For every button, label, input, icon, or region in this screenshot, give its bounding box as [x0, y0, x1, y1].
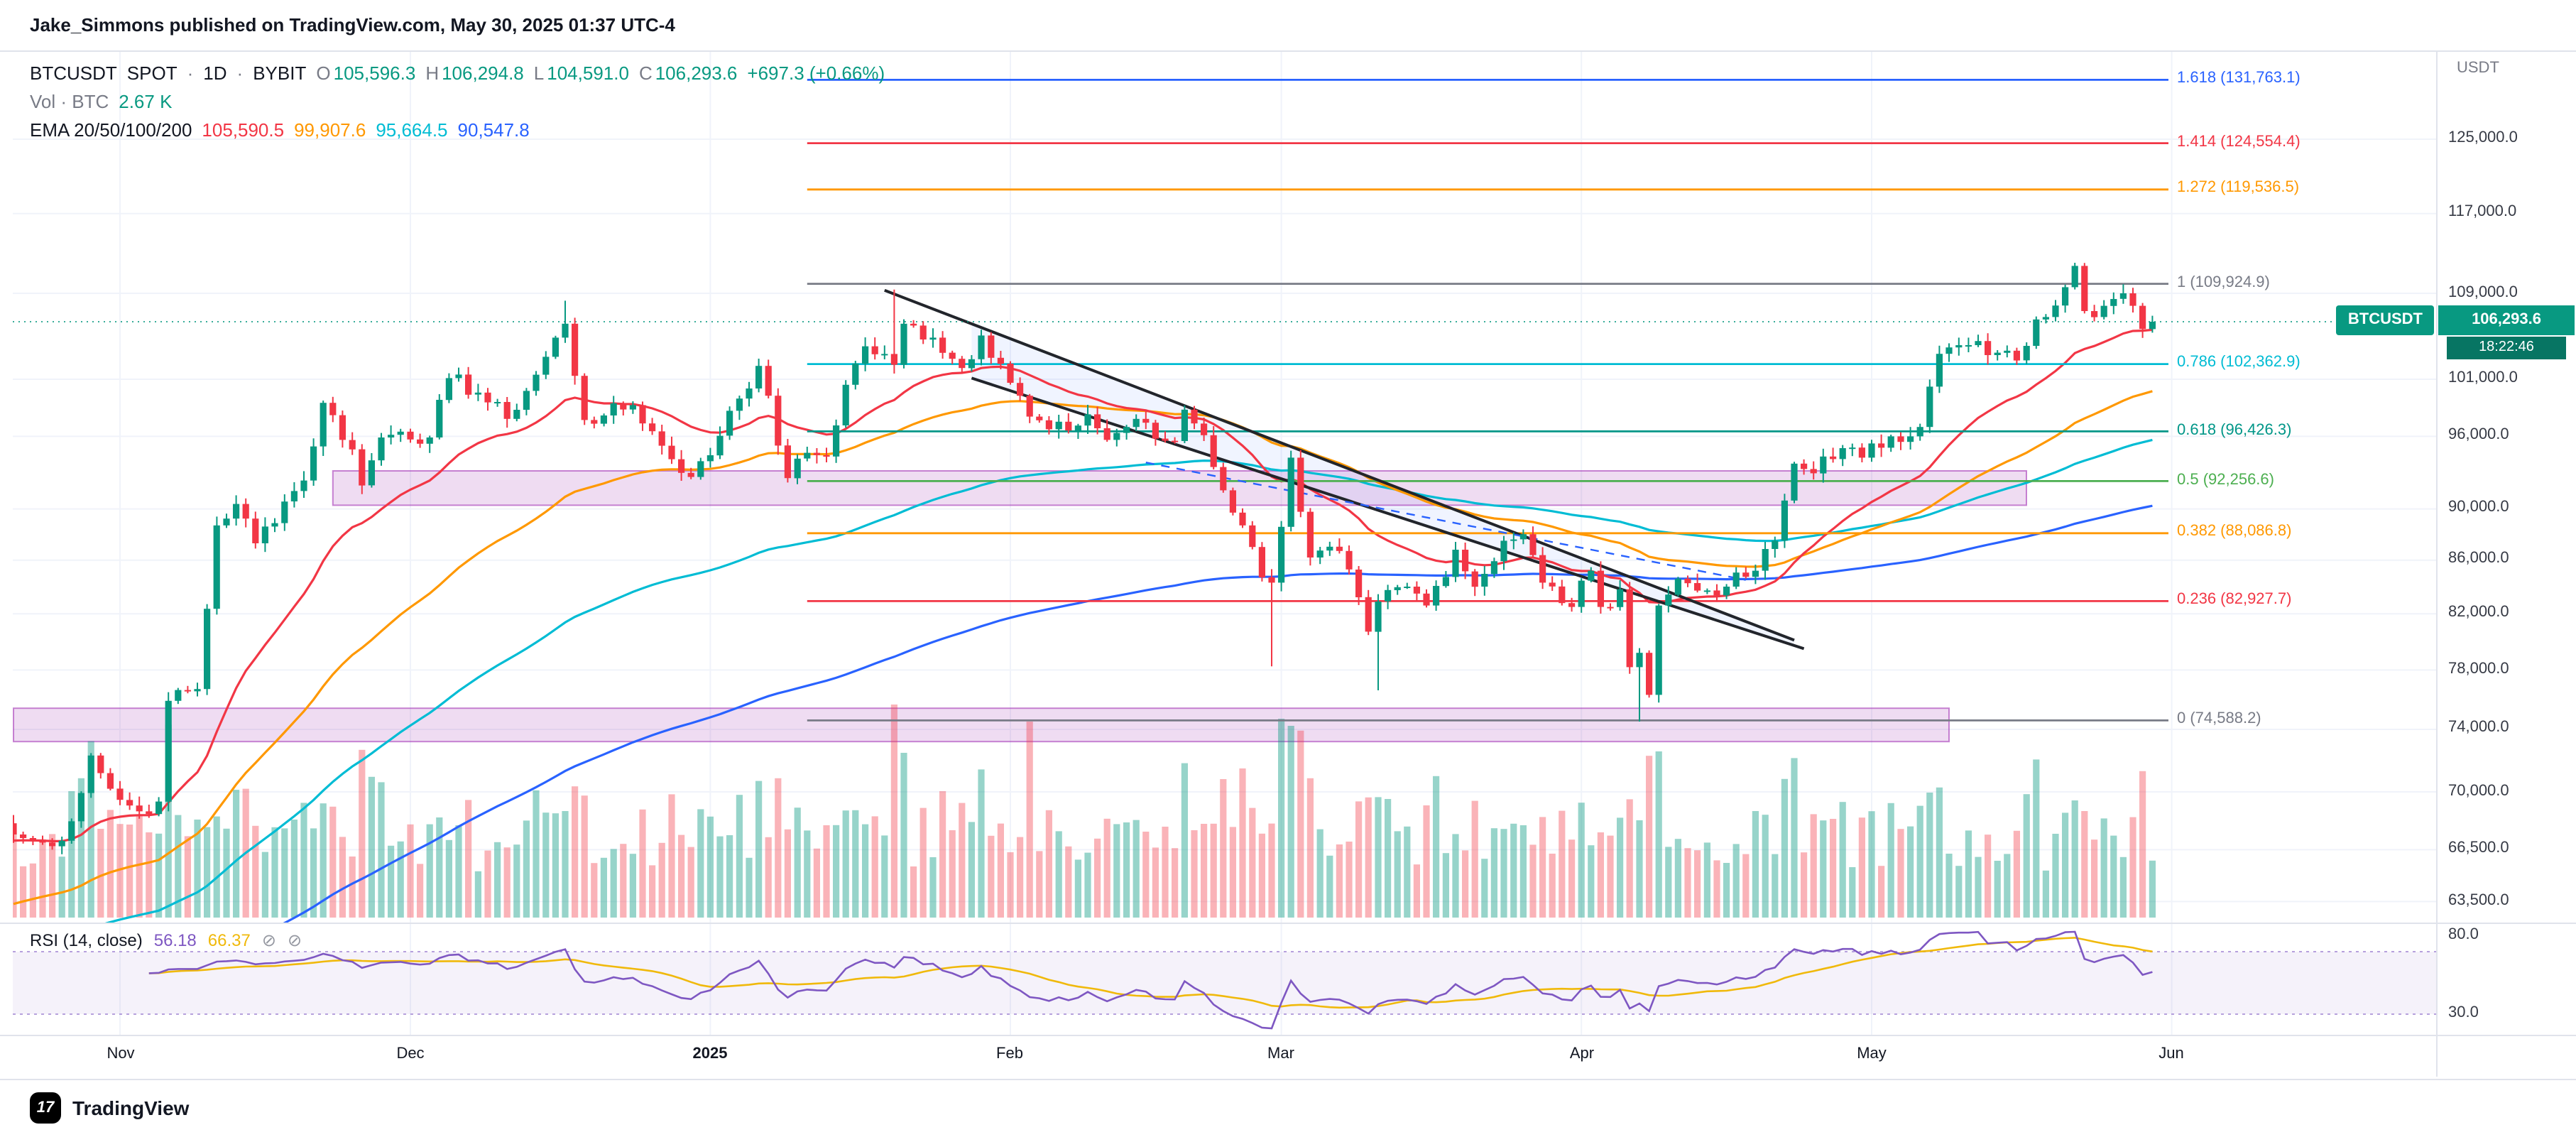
separator-dot: · — [236, 62, 244, 84]
volume-legend-row[interactable]: Vol · BTC 2.67 K — [30, 91, 172, 112]
ema-legend-row[interactable]: EMA 20/50/100/200 105,590.5 99,907.6 95,… — [30, 119, 530, 141]
time-axis-label: Jun — [2159, 1045, 2184, 1062]
footer-brand: 17 TradingView — [30, 1092, 189, 1124]
ema20-value: 105,590.5 — [202, 119, 285, 141]
time-axis-label: Apr — [1569, 1045, 1595, 1062]
rsi-value: 56.18 — [153, 930, 197, 950]
price-axis-tick: 109,000.0 — [2448, 284, 2518, 301]
rsi-visibility-icon[interactable]: ⊘ — [261, 930, 276, 950]
exchange-label: BYBIT — [253, 62, 307, 84]
time-axis[interactable]: Nov Dec 2025 Feb Mar Apr May Jun — [0, 1035, 2576, 1077]
rsi-label: RSI (14, close) — [30, 930, 143, 950]
ema200-value: 90,547.8 — [457, 119, 530, 141]
high-label: H — [425, 62, 440, 84]
tradingview-brand-text[interactable]: TradingView — [72, 1097, 190, 1119]
time-axis-label: Feb — [996, 1045, 1023, 1062]
price-axis-tick: 63,500.0 — [2448, 892, 2509, 909]
ema50-value: 99,907.6 — [294, 119, 366, 141]
time-axis-label: 2025 — [692, 1045, 728, 1062]
symbol-legend-row[interactable]: BTCUSDT SPOT · 1D · BYBIT O 105,596.3 H 10… — [30, 62, 885, 84]
interval-label: 1D — [203, 62, 227, 84]
price-axis-tick: 117,000.0 — [2448, 203, 2517, 220]
low-pair: L 104,591.0 — [534, 62, 629, 84]
change-value: +697.3 (+0.66%) — [747, 62, 885, 84]
close-pair: C 106,293.6 — [639, 62, 737, 84]
price-axis-tick: 86,000.0 — [2448, 550, 2509, 567]
low-value: 104,591.0 — [547, 62, 629, 84]
ema100-value: 95,664.5 — [376, 119, 448, 141]
symbol-title: BTCUSDT — [30, 62, 117, 84]
market-type-label: SPOT — [126, 62, 178, 84]
rsi-legend-row[interactable]: RSI (14, close) 56.18 66.37 ⊘ ⊘ — [30, 930, 302, 950]
rsi-axis-tick: 80.0 — [2448, 926, 2479, 943]
high-pair: H 106,294.8 — [425, 62, 523, 84]
tradingview-logo-icon[interactable]: 17 — [30, 1092, 61, 1124]
time-axis-label: Nov — [107, 1045, 135, 1062]
separator-dot: · — [187, 62, 194, 84]
volume-value: 2.67 K — [119, 91, 173, 112]
rsi-axis-tick: 30.0 — [2448, 1004, 2479, 1021]
volume-label: Vol · BTC — [30, 91, 109, 112]
time-axis-label: Mar — [1267, 1045, 1294, 1062]
open-value: 105,596.3 — [333, 62, 416, 84]
rsi-settings-icon[interactable]: ⊘ — [287, 930, 302, 950]
publisher-line: Jake_Simmons published on TradingView.co… — [30, 14, 675, 36]
time-axis-label: Dec — [396, 1045, 425, 1062]
price-axis-tick: 101,000.0 — [2448, 369, 2518, 386]
price-axis-tick: 82,000.0 — [2448, 604, 2509, 621]
low-label: L — [533, 62, 545, 84]
price-axis-tick: 70,000.0 — [2448, 783, 2509, 800]
price-axis-tick: 66,500.0 — [2448, 839, 2509, 856]
rsi-ma-value: 66.37 — [207, 930, 251, 950]
open-label: O — [316, 62, 331, 84]
price-axis[interactable]: USDT 125,000.0 117,000.0 109,000.0 101,000.… — [2437, 51, 2576, 1035]
price-axis-tick: 125,000.0 — [2448, 129, 2518, 146]
close-label: C — [638, 62, 653, 84]
high-value: 106,294.8 — [442, 62, 524, 84]
price-axis-tick: 90,000.0 — [2448, 499, 2509, 516]
close-value: 106,293.6 — [655, 62, 738, 84]
price-axis-tick: 78,000.0 — [2448, 660, 2509, 678]
open-pair: O 105,596.3 — [316, 62, 415, 84]
price-axis-tick: 96,000.0 — [2448, 426, 2509, 443]
time-axis-label: May — [1857, 1045, 1887, 1062]
axis-currency-label: USDT — [2457, 60, 2499, 77]
price-axis-tick: 74,000.0 — [2448, 719, 2509, 736]
ema-label: EMA 20/50/100/200 — [30, 119, 192, 141]
